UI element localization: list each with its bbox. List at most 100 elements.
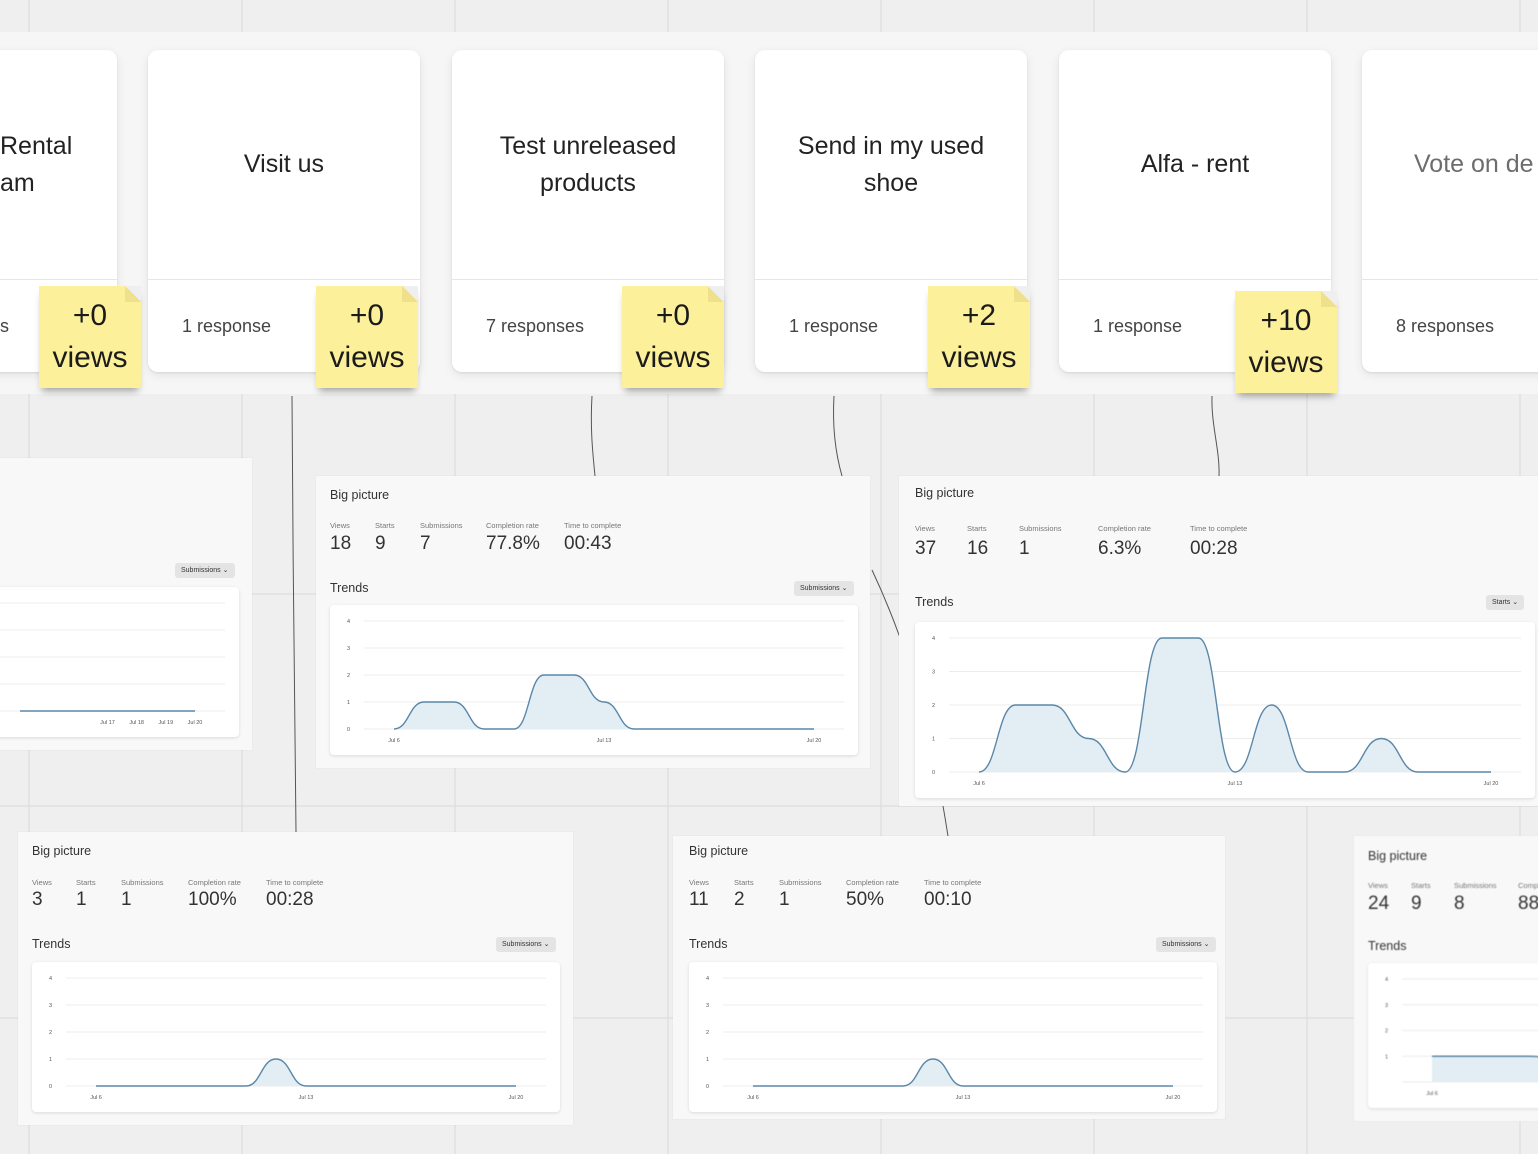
chevron-down-icon: ⌄ — [543, 941, 550, 948]
trend-chart-svg: 0 1 2 3 4 Jul 6 Jul 13 Jul 20 — [932, 636, 1521, 787]
metric-dropdown[interactable]: Submissions ⌄ — [794, 581, 854, 596]
form-card-title: Rental am — [0, 131, 73, 197]
metric-dropdown[interactable]: Starts ⌄ — [1486, 595, 1525, 610]
stat-label-starts: Starts — [967, 524, 987, 533]
analytics-panel-test-unreleased[interactable]: Big picture Views 18 Starts 9 Submission… — [316, 476, 870, 768]
y-tick-label: 4 — [1385, 977, 1388, 983]
x-tick-label: Jul 19 — [158, 720, 173, 726]
trends-label: Trends — [915, 595, 954, 609]
stat-label-starts: Starts — [76, 878, 96, 887]
stat-label-completion-rate: Completion rate — [1518, 881, 1538, 890]
y-tick-label: 4 — [347, 619, 350, 625]
stat-label-submissions: Submissions — [1019, 524, 1062, 533]
analytics-panel-alfa-rent[interactable]: Big picture Views 37 Starts 16 Submissio… — [899, 476, 1538, 806]
stat-label-completion-rate: Completion rate — [1098, 524, 1151, 533]
sticky-note-label: views — [52, 341, 128, 374]
trend-chart-svg: Jul 17 Jul 18 Jul 19 Jul 20 — [0, 602, 225, 726]
sticky-note[interactable]: +0 views — [316, 286, 418, 388]
stat-label-views: Views — [915, 524, 935, 533]
sticky-note-label: views — [635, 341, 711, 374]
stat-label-starts: Starts — [375, 521, 395, 530]
stat-value-views: 18 — [330, 533, 352, 554]
metric-dropdown-label: Submissions — [502, 941, 542, 948]
trend-chart: 0 1 2 3 4 Jul 6 Jul 13 Jul 20 — [915, 622, 1535, 798]
stat-value-completion-rate: 77.8% — [486, 533, 540, 554]
sticky-note-count: +2 — [961, 299, 997, 332]
big-picture-title: Big picture — [330, 488, 390, 502]
x-tick-label: Jul 13 — [299, 1095, 314, 1101]
stat-label-submissions: Submissions — [420, 521, 463, 530]
stat-value-submissions: 1 — [121, 889, 132, 910]
metric-dropdown-label: Submissions — [1162, 941, 1202, 948]
form-card-responses: 1 response — [1093, 316, 1183, 336]
x-tick-label: Jul 6 — [973, 781, 985, 787]
chevron-down-icon: ⌄ — [1512, 599, 1519, 606]
stat-label-completion-rate: Completion rate — [486, 521, 539, 530]
sticky-note[interactable]: +10 views — [1235, 291, 1337, 393]
analytics-panel-visit-us[interactable]: Big picture Views 3 Starts 1 Submissions… — [18, 832, 573, 1125]
chevron-down-icon: ⌄ — [1203, 941, 1210, 948]
x-tick-label: Jul 20 — [509, 1095, 524, 1101]
chevron-down-icon: ⌄ — [841, 585, 848, 592]
stat-value-views: 24 — [1368, 893, 1390, 914]
chevron-down-icon: ⌄ — [222, 567, 229, 574]
trend-chart-svg: 0 1 2 3 4 Jul 6 Jul 13 Jul 20 — [49, 976, 546, 1101]
analytics-panel-send-shoe[interactable]: Big picture Views 11 Starts 2 Submission… — [673, 836, 1225, 1119]
trends-label: Trends — [32, 937, 71, 951]
sticky-note[interactable]: +0 views — [39, 286, 141, 388]
stat-label-submissions: Submissions — [121, 878, 164, 887]
metric-dropdown-label: Starts — [1492, 599, 1511, 606]
series-line — [753, 1058, 1173, 1087]
trend-chart: 0 1 2 3 4 Jul 6 Jul 13 Jul 20 — [330, 605, 858, 755]
x-tick-label: Jul 20 — [188, 720, 203, 726]
trends-label: Trends — [1368, 939, 1407, 953]
stat-label-submissions: Submissions — [1454, 881, 1497, 890]
form-card-vote[interactable]: Vote on de 8 responses — [1362, 50, 1538, 372]
y-tick-label: 3 — [49, 1003, 52, 1009]
x-tick-label: Jul 13 — [956, 1095, 971, 1101]
y-tick-label: 1 — [932, 737, 935, 743]
analytics-panel-vote[interactable]: Big picture Views 24 Starts 9 Submission… — [1354, 836, 1538, 1121]
stat-value-views: 37 — [915, 538, 937, 559]
sticky-note-count: +0 — [349, 299, 385, 332]
sticky-note[interactable]: +2 views — [928, 286, 1030, 388]
y-tick-label: 3 — [1385, 1003, 1388, 1009]
y-tick-label: 0 — [706, 1084, 709, 1090]
series-area — [1432, 1056, 1538, 1082]
form-card-title: Visit us — [243, 150, 325, 178]
connector-line — [590, 395, 596, 477]
series-line — [978, 637, 1491, 773]
stat-label-views: Views — [1368, 881, 1388, 890]
stat-value-time-to-complete: 00:10 — [924, 889, 972, 910]
y-tick-label: 2 — [347, 673, 350, 679]
sticky-note-count: +0 — [72, 299, 108, 332]
sticky-note-count: +10 — [1260, 304, 1312, 337]
series-area — [979, 638, 1491, 772]
series-area — [753, 1059, 1173, 1086]
trends-label: Trends — [330, 581, 369, 595]
stat-label-views: Views — [330, 521, 350, 530]
stat-value-submissions: 1 — [1019, 538, 1030, 559]
sticky-note-label: views — [1248, 346, 1324, 379]
sticky-note[interactable]: +0 views — [622, 286, 724, 388]
stat-value-starts: 9 — [375, 533, 386, 554]
stat-label-views: Views — [32, 878, 52, 887]
form-card-title: Vote on de — [1414, 150, 1534, 178]
metric-dropdown[interactable]: Submissions ⌄ — [496, 937, 556, 952]
stat-label-views: Views — [689, 878, 709, 887]
y-tick-label: 1 — [706, 1057, 709, 1063]
big-picture-title: Big picture — [689, 844, 749, 858]
stat-value-submissions: 7 — [420, 533, 431, 554]
stat-value-completion-rate: 50% — [846, 889, 885, 910]
stat-value-views: 11 — [689, 889, 709, 910]
metric-dropdown[interactable]: Submissions ⌄ — [1156, 937, 1216, 952]
form-card-title: Test unreleased products — [499, 131, 677, 197]
stat-value-completion-rate: 6.3% — [1098, 538, 1142, 559]
stat-label-time-to-complete: Time to complete — [266, 878, 324, 887]
metric-dropdown[interactable]: Submissions ⌄ — [175, 563, 235, 578]
series-line — [96, 1058, 516, 1087]
form-card-test-unreleased[interactable]: Test unreleased products 7 responses — [452, 50, 724, 372]
analytics-panel-partial-left[interactable]: Submissions ⌄ Jul 17 Jul 18 Jul 19 Jul 20 — [0, 458, 252, 750]
stat-value-starts: 9 — [1411, 893, 1422, 914]
